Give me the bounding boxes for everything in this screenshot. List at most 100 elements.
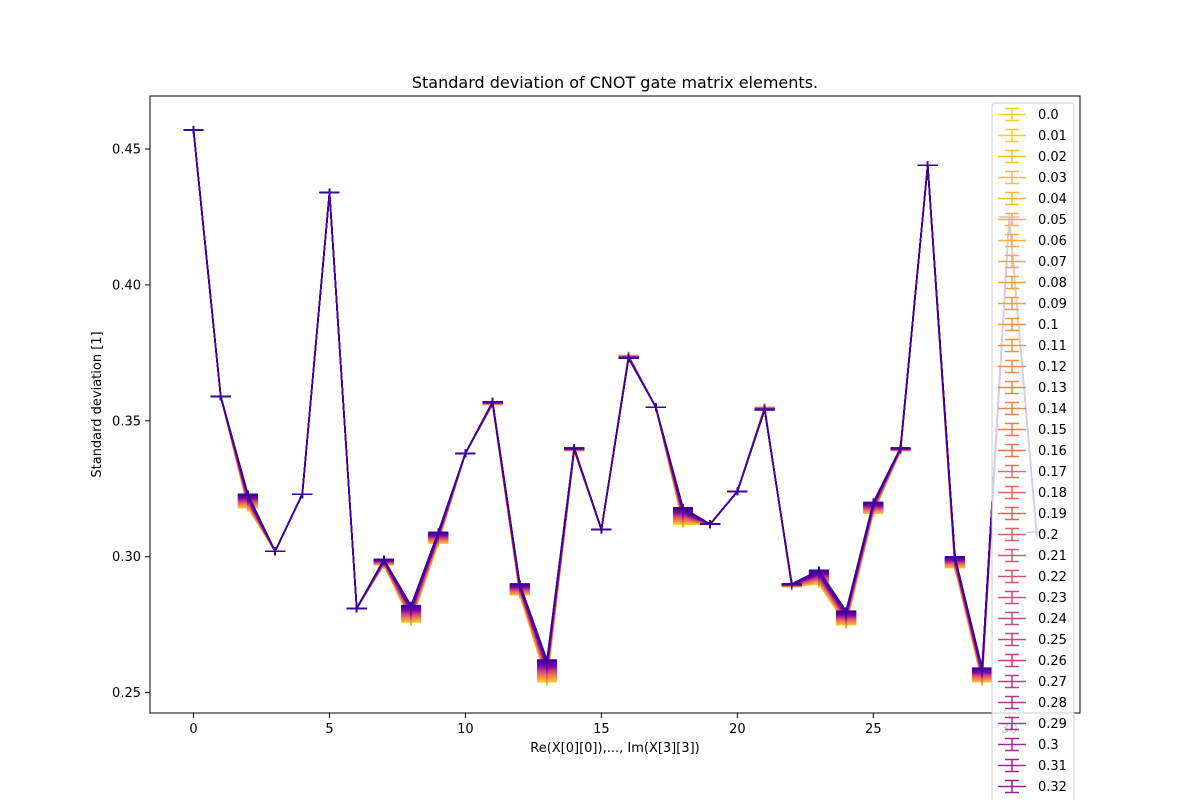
series-line: [192, 129, 1038, 670]
series-line: [192, 129, 1038, 678]
series-line: [192, 129, 1038, 681]
series-line: [192, 129, 1038, 680]
chart-title: Standard deviation of CNOT gate matrix e…: [412, 73, 818, 92]
series-line: [192, 129, 1038, 674]
series-line: [192, 129, 1038, 682]
legend-item: 0.27: [998, 674, 1067, 690]
legend-label: 0.15: [1038, 423, 1067, 438]
series-13: [183, 125, 1047, 683]
series-line: [192, 129, 1038, 678]
series-line: [192, 129, 1038, 675]
legend-label: 0.13: [1038, 381, 1067, 396]
series-32: [183, 125, 1047, 677]
series-7: [183, 125, 1047, 684]
series-0: [183, 125, 1047, 686]
x-tick-label: 10: [457, 722, 474, 737]
series-29: [183, 125, 1047, 678]
legend-label: 0.12: [1038, 360, 1067, 375]
legend-label: 0.03: [1038, 171, 1067, 186]
series-14: [183, 125, 1047, 682]
legend-label: 0.01: [1038, 129, 1067, 144]
series-49: [183, 125, 1047, 673]
legend-label: 0.07: [1038, 255, 1067, 270]
legend-label: 0.18: [1038, 486, 1067, 501]
series-line: [192, 129, 1038, 670]
series-line: [192, 129, 1038, 677]
series-25: [183, 125, 1047, 679]
series-40: [183, 125, 1047, 675]
series-18: [183, 125, 1047, 681]
series-line: [192, 129, 1038, 677]
x-axis-label: Re(X[0][0]),..., Im(X[3][3]): [530, 741, 700, 756]
series-line: [192, 129, 1038, 671]
series-line: [192, 129, 1038, 672]
series-38: [183, 125, 1047, 676]
series-line: [192, 129, 1038, 669]
legend-item: 0.04: [998, 191, 1067, 207]
legend-item: 0.28: [998, 695, 1067, 711]
legend-item: 0.18: [998, 485, 1067, 501]
legend-item: 0.1: [998, 317, 1059, 333]
series-48: [183, 125, 1047, 673]
legend-label: 0.17: [1038, 465, 1067, 480]
series-24: [183, 125, 1047, 680]
legend-item: 0.0: [998, 107, 1059, 123]
series-line: [192, 129, 1038, 671]
series-line: [192, 129, 1038, 682]
series-15: [183, 125, 1047, 682]
legend-item: 0.01: [998, 128, 1067, 144]
series-23: [183, 125, 1047, 680]
legend-label: 0.1: [1038, 318, 1059, 333]
legend-item: 0.22: [998, 569, 1067, 585]
legend-item: 0.09: [998, 296, 1067, 312]
series-line: [192, 129, 1038, 675]
legend-label: 0.09: [1038, 297, 1067, 312]
series-37: [183, 125, 1047, 676]
legend-item: 0.3: [998, 737, 1059, 753]
series-22: [183, 125, 1047, 680]
legend-label: 0.02: [1038, 150, 1067, 165]
y-axis-ticks: 0.25 0.30 0.35 0.40 0.45: [112, 143, 150, 701]
series-28: [183, 125, 1047, 678]
series-1: [183, 125, 1047, 686]
series-line: [192, 129, 1038, 676]
x-axis-ticks: 051015202530: [189, 713, 1018, 737]
series-line: [192, 129, 1038, 679]
series-33: [183, 125, 1047, 677]
legend-label: 0.04: [1038, 192, 1067, 207]
legend-label: 0.21: [1038, 549, 1067, 564]
series-3: [183, 125, 1047, 685]
legend-label: 0.3: [1038, 738, 1059, 753]
legend-label: 0.27: [1038, 675, 1067, 690]
series-line: [192, 129, 1038, 675]
series-19: [183, 125, 1047, 681]
x-tick-label: 0: [189, 722, 197, 737]
series-line: [192, 129, 1038, 673]
series-6: [183, 125, 1047, 685]
legend-item: 0.06: [998, 233, 1067, 249]
series-line: [192, 129, 1038, 674]
legend-item: 0.2: [998, 527, 1059, 543]
legend-label: 0.22: [1038, 570, 1067, 585]
y-tick-label: 0.40: [112, 278, 141, 293]
series-10: [183, 125, 1047, 683]
series-line: [192, 129, 1038, 679]
legend-label: 0.11: [1038, 339, 1067, 354]
legend-item: 0.05: [998, 212, 1067, 228]
y-axis-label: Standard deviation [1]: [90, 331, 105, 477]
series-5: [183, 125, 1047, 685]
x-tick-label: 5: [325, 722, 333, 737]
series-31: [183, 125, 1047, 678]
y-tick-label: 0.25: [112, 686, 141, 701]
series-line: [192, 129, 1038, 676]
legend-label: 0.06: [1038, 234, 1067, 249]
legend-label: 0.31: [1038, 759, 1067, 774]
series-line: [192, 129, 1038, 677]
series-line: [192, 129, 1038, 678]
legend-item: 0.21: [998, 548, 1067, 564]
series-line: [192, 129, 1038, 680]
legend-item: 0.15: [998, 422, 1067, 438]
series-11: [183, 125, 1047, 683]
legend-item: 0.03: [998, 170, 1067, 186]
